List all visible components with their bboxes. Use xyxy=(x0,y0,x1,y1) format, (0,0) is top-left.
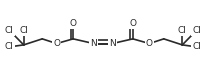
Text: Cl: Cl xyxy=(192,26,201,35)
Text: Cl: Cl xyxy=(192,42,201,51)
Text: N: N xyxy=(90,39,97,48)
Text: Cl: Cl xyxy=(5,26,14,35)
Text: O: O xyxy=(53,39,60,48)
Text: N: N xyxy=(109,39,116,48)
Text: Cl: Cl xyxy=(178,26,187,35)
Text: O: O xyxy=(146,39,153,48)
Text: O: O xyxy=(70,19,77,28)
Text: Cl: Cl xyxy=(5,42,14,51)
Text: O: O xyxy=(129,19,136,28)
Text: Cl: Cl xyxy=(19,26,28,35)
